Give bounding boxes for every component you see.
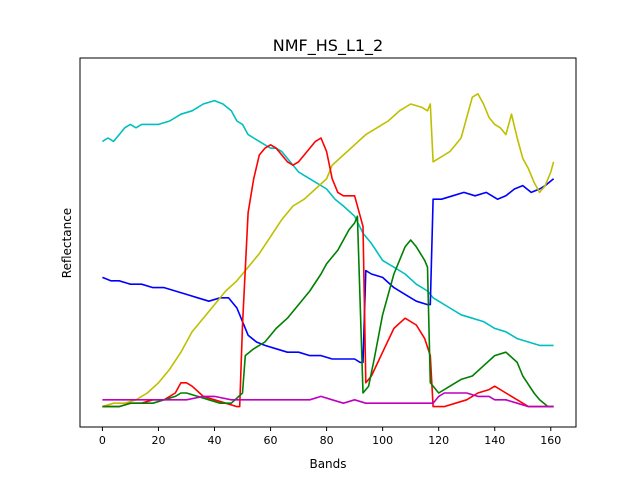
series-line-2 bbox=[102, 178, 555, 364]
series-line-6 bbox=[102, 392, 554, 408]
x-axis-ticks: 0 20 40 60 80 100 120 140 160 bbox=[99, 427, 561, 447]
x-tick-label: 20 bbox=[151, 434, 165, 447]
x-tick-label: 160 bbox=[540, 434, 561, 447]
plot-area bbox=[80, 58, 576, 427]
x-tick-label: 140 bbox=[484, 434, 505, 447]
x-tick-label: 100 bbox=[372, 434, 393, 447]
plot-frame bbox=[79, 57, 577, 428]
x-tick-label: 120 bbox=[428, 434, 449, 447]
chart-title: NMF_HS_L1_2 bbox=[273, 36, 383, 56]
series-layer bbox=[101, 93, 555, 408]
x-tick-label: 80 bbox=[320, 434, 334, 447]
series-line-5 bbox=[102, 215, 554, 408]
x-tick-label: 40 bbox=[208, 434, 222, 447]
series-line-3 bbox=[102, 93, 555, 408]
x-tick-label: 0 bbox=[99, 434, 106, 447]
y-axis-label: Reflectance bbox=[60, 208, 74, 278]
series-line-4 bbox=[102, 137, 554, 408]
x-tick-label: 60 bbox=[264, 434, 278, 447]
x-axis-label: Bands bbox=[309, 457, 346, 471]
